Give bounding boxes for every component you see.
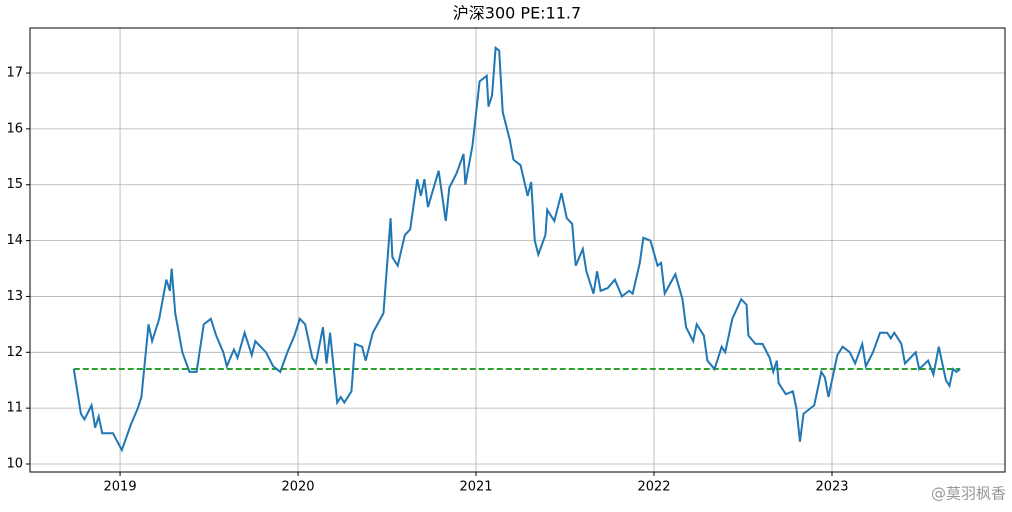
y-tick-label: 16 xyxy=(6,121,23,136)
y-tick-label: 15 xyxy=(6,177,23,192)
y-tick-label: 11 xyxy=(6,401,23,416)
x-tick-label: 2019 xyxy=(104,480,137,495)
x-tick-label: 2023 xyxy=(815,480,848,495)
x-tick-label: 2021 xyxy=(459,480,492,495)
y-tick-label: 10 xyxy=(6,457,23,472)
plot-frame xyxy=(29,27,1006,473)
y-tick-label: 12 xyxy=(6,345,23,360)
y-tick-label: 17 xyxy=(6,66,23,81)
x-tick-label: 2020 xyxy=(281,480,314,495)
data-line xyxy=(72,45,961,453)
y-tick-label: 14 xyxy=(6,233,23,248)
watermark: @莫羽枫香 xyxy=(931,485,1006,503)
y-tick-label: 13 xyxy=(6,289,23,304)
chart-title: 沪深300 PE:11.7 xyxy=(453,4,581,23)
x-tick-label: 2022 xyxy=(637,480,670,495)
